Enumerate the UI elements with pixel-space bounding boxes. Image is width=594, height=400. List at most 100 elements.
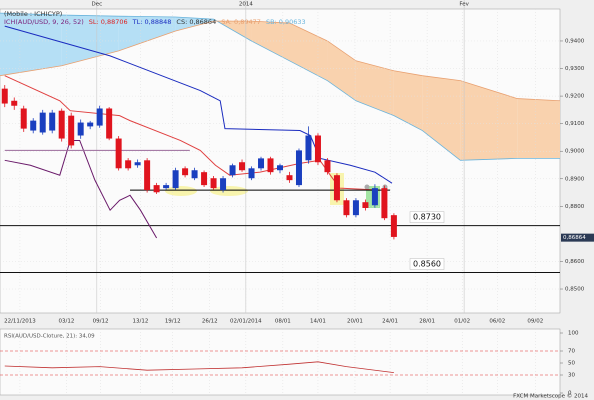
- y-tick-label: 0,9400: [565, 38, 585, 44]
- legend-entry: TL: 0,88848: [132, 18, 172, 26]
- footer: FXCM Marketscope © 2014: [513, 393, 588, 400]
- rsi-panel: [0, 328, 561, 396]
- candle-body: [30, 120, 37, 131]
- legend-entry: SB: 0,90633: [266, 18, 306, 26]
- candle-body: [172, 170, 179, 189]
- level-box: [409, 258, 445, 270]
- level-label: 0.8560: [413, 259, 441, 268]
- candle-body: [343, 200, 350, 216]
- candle-body: [115, 138, 122, 169]
- y-tick-label: 50: [568, 361, 575, 367]
- candle-body: [182, 168, 189, 176]
- y-tick-label: 0: [568, 391, 572, 397]
- candle-body: [49, 112, 56, 131]
- candle-body: [77, 122, 84, 136]
- cloud-edge: [0, 12, 560, 161]
- cloud-segment: [460, 80, 518, 161]
- candle-body: [352, 200, 359, 216]
- y-tick-label: 0,9000: [565, 149, 585, 155]
- y-tick-label: 0,8500: [565, 287, 585, 293]
- legend: ICH(AUD/USD, 9, 26, 52) SL: 0,88706 TL: 0,…: [4, 18, 306, 26]
- x-tick-label: 08/01: [275, 319, 291, 325]
- candle-body: [144, 160, 151, 191]
- x-tick-label: 22/11/2013: [4, 319, 36, 325]
- legend-entry: SL: 0,88706: [89, 18, 128, 26]
- candle-body: [201, 172, 208, 186]
- cloud-segment: [61, 15, 119, 66]
- cloud-segment: [393, 70, 423, 131]
- candle-body: [191, 170, 198, 179]
- candle-body: [362, 202, 369, 208]
- x-tick-label: 01/02: [454, 319, 470, 325]
- candle-body: [106, 108, 113, 139]
- candle-body: [210, 178, 217, 189]
- candle-body: [11, 100, 18, 106]
- cloud-segment: [517, 98, 560, 159]
- x-tick-label: 09/02: [527, 319, 543, 325]
- candle-body: [248, 168, 255, 179]
- candle-body: [295, 150, 302, 186]
- candle-body: [371, 188, 378, 206]
- x-tick-label: 19/12: [165, 319, 181, 325]
- cloud-segment: [175, 16, 214, 32]
- y-tick-label: 0,8800: [565, 204, 585, 210]
- y-tick-label: 0,8600: [565, 259, 585, 265]
- rsi-label: RSI(AUD/USD-Cloture, 21): 34,09: [4, 334, 95, 340]
- candle-body: [258, 158, 265, 169]
- candle-body: [390, 215, 397, 237]
- candle-body: [20, 108, 27, 129]
- legend-entry: CS: 0,86864: [176, 18, 216, 26]
- y-tick-label: 30: [568, 373, 575, 379]
- y-tick-label: 0,9200: [565, 94, 585, 100]
- legend-entry: SA: 0,89477: [221, 18, 261, 26]
- y-tick-label: 70: [568, 349, 575, 355]
- level-box: [409, 211, 445, 223]
- x-tick-label: 09/12: [93, 319, 109, 325]
- rsi-line: [4, 361, 394, 373]
- cloud-segment: [355, 60, 394, 116]
- price-tag-label: 0,86864: [563, 235, 586, 241]
- marker: [364, 184, 370, 190]
- candle-body: [134, 162, 141, 166]
- candle-body: [277, 165, 283, 171]
- x-tick-label: 28/01: [419, 319, 435, 325]
- candle-body: [324, 160, 331, 173]
- cloud-edge: [0, 20, 561, 102]
- candle-body: [153, 185, 160, 193]
- top-tick-label: 2014: [239, 2, 253, 8]
- main-panel: [0, 8, 561, 314]
- x-tick-label: 24/01: [382, 319, 398, 325]
- candle-body: [381, 188, 388, 219]
- candle-body: [314, 135, 321, 163]
- highlight: [165, 186, 197, 196]
- candle-body: [239, 162, 246, 171]
- highlight: [210, 186, 248, 196]
- x-tick-label: 26/12: [202, 319, 218, 325]
- candle-body: [229, 165, 236, 176]
- candle-body: [96, 108, 103, 126]
- y-tick-label: 0,9100: [565, 121, 585, 127]
- candle-body: [39, 112, 46, 133]
- candle-body: [163, 185, 170, 189]
- indicator-line: [4, 139, 158, 239]
- legend-entry: ICH(AUD/USD, 9, 26, 52): [4, 18, 84, 26]
- header: (Mobile : ICHICYP): [4, 10, 62, 18]
- level-label: 0.8730: [413, 213, 441, 222]
- candle-body: [286, 175, 293, 181]
- x-tick-label: 02/01/2014: [230, 319, 262, 325]
- candle-body: [267, 158, 274, 173]
- x-tick-label: 14/01: [310, 319, 326, 325]
- x-tick-label: 20/01: [347, 319, 363, 325]
- y-tick-label: 0,8900: [565, 176, 585, 182]
- cloud-segment: [422, 75, 461, 161]
- cloud-segment: [118, 16, 176, 51]
- candle-body: [125, 160, 132, 169]
- candle-body: [87, 122, 94, 127]
- x-tick-label: 13/12: [133, 319, 149, 325]
- candle-body: [333, 175, 340, 201]
- candle-body: [305, 135, 312, 161]
- top-tick-label: Dec: [91, 2, 102, 8]
- candle-body: [58, 110, 65, 139]
- indicator-line: [4, 25, 393, 184]
- x-tick-label: 06/02: [489, 319, 505, 325]
